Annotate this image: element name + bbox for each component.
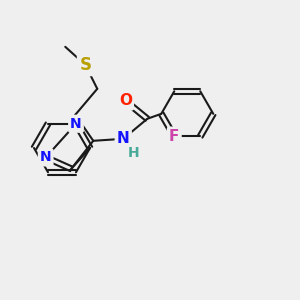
Text: O: O — [119, 93, 132, 108]
Text: N: N — [70, 117, 82, 131]
Text: N: N — [40, 150, 52, 164]
Text: H: H — [128, 146, 139, 160]
Text: N: N — [117, 131, 130, 146]
Text: S: S — [79, 56, 91, 74]
Text: F: F — [169, 129, 179, 144]
